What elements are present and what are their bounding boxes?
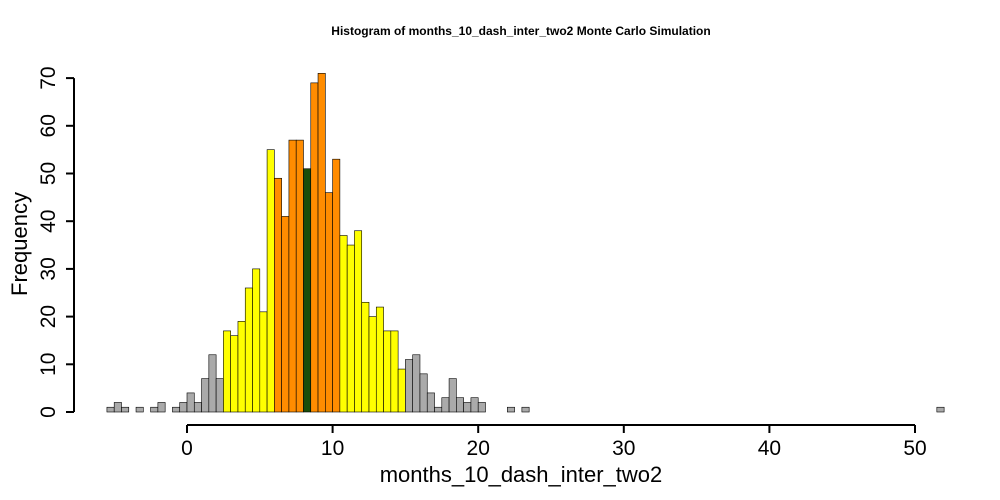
y-tick-label: 60	[37, 114, 60, 137]
histogram-bar	[339, 235, 348, 413]
y-axis-ticks: 0 10 20 30 40 50 60 70	[37, 66, 74, 418]
histogram-bar	[332, 158, 341, 413]
y-tick-label: 10	[37, 353, 60, 376]
histogram-bar	[375, 306, 384, 413]
histogram-bar	[223, 330, 231, 413]
histogram-bar	[237, 321, 246, 413]
histogram-bar	[310, 82, 319, 413]
histogram-bar	[179, 402, 188, 413]
histogram-bar	[390, 330, 399, 413]
histogram-bar	[252, 268, 261, 413]
histogram-bar	[477, 402, 486, 413]
y-tick-label: 30	[37, 257, 60, 280]
histogram-bar	[463, 402, 472, 413]
x-axis-ticks: 0 10 20 30 40 50	[181, 425, 927, 460]
histogram-bar	[426, 392, 435, 413]
histogram-bars	[106, 73, 945, 413]
histogram-bar	[186, 392, 195, 413]
histogram-bar	[121, 406, 130, 413]
histogram-bar	[936, 406, 945, 413]
y-axis-label: Frequency	[7, 192, 32, 296]
histogram-bar	[521, 406, 530, 413]
histogram-bar	[303, 168, 312, 413]
x-tick-label: 40	[758, 437, 781, 460]
y-tick-label: 20	[37, 305, 60, 328]
chart-title: Histogram of months_10_dash_inter_two2 M…	[331, 24, 710, 38]
x-tick-label: 30	[612, 437, 635, 460]
histogram-bar	[172, 406, 181, 413]
histogram-bar	[295, 139, 304, 413]
histogram-bar	[346, 244, 355, 413]
histogram-bar	[361, 301, 370, 413]
histogram-bar	[281, 216, 290, 413]
x-axis-label: months_10_dash_inter_two2	[380, 462, 663, 487]
histogram-bar	[201, 378, 210, 413]
x-tick-label: 10	[321, 437, 344, 460]
histogram-bar	[368, 316, 377, 413]
histogram-bar	[244, 287, 253, 413]
histogram-bar	[354, 230, 363, 413]
histogram-bar	[434, 406, 443, 413]
histogram-bar	[419, 373, 428, 413]
x-tick-label: 0	[181, 437, 193, 460]
histogram-bar	[397, 368, 406, 413]
histogram-bar	[215, 378, 224, 413]
histogram-bar	[259, 311, 268, 413]
y-tick-label: 50	[37, 162, 60, 185]
histogram-bar	[441, 397, 450, 413]
histogram-bar	[383, 330, 392, 413]
histogram-bar	[106, 406, 115, 413]
histogram-bar	[405, 359, 413, 413]
histogram-bar	[412, 354, 421, 413]
histogram-bar	[266, 149, 275, 413]
x-tick-label: 20	[467, 437, 490, 460]
histogram-bar	[150, 406, 159, 413]
histogram-bar	[456, 397, 464, 413]
y-tick-label: 70	[37, 66, 60, 89]
histogram-bar	[507, 406, 515, 413]
histogram-bar	[208, 354, 217, 413]
histogram-bar	[470, 397, 479, 413]
x-tick-label: 50	[903, 437, 926, 460]
histogram-bar	[135, 406, 144, 413]
histogram-bar	[317, 73, 326, 413]
histogram-bar	[288, 139, 297, 413]
histogram-bar	[193, 402, 202, 413]
histogram-bar	[157, 402, 166, 413]
histogram-bar	[113, 402, 122, 413]
histogram-bar	[274, 177, 282, 413]
y-tick-label: 40	[37, 210, 60, 233]
y-tick-label: 0	[37, 406, 60, 418]
histogram-bar	[325, 192, 333, 413]
histogram-bar	[230, 335, 239, 413]
histogram-bar	[448, 378, 457, 413]
